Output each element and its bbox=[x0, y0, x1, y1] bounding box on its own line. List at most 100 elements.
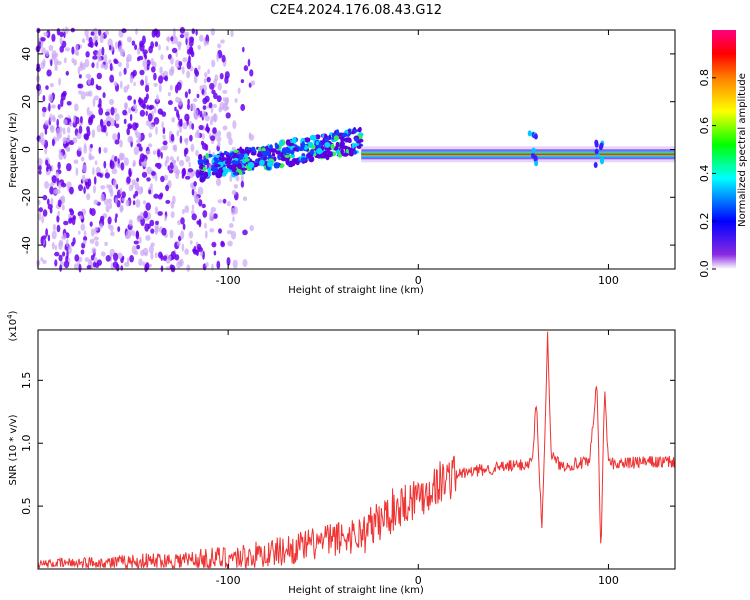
noise-speckle bbox=[83, 142, 87, 149]
noise-speckle bbox=[89, 221, 93, 227]
signal-blob bbox=[207, 167, 212, 173]
noise-speckle bbox=[93, 185, 96, 194]
noise-speckle bbox=[183, 148, 187, 157]
spectrogram-x-ticks: -100 0 100 bbox=[216, 30, 619, 287]
noise-speckle bbox=[74, 103, 79, 112]
noise-speckle bbox=[96, 124, 102, 133]
y-tick-label: 1.5 bbox=[20, 372, 33, 390]
noise-speckle bbox=[89, 207, 92, 215]
noise-speckle bbox=[40, 61, 46, 70]
noise-speckle bbox=[72, 215, 76, 221]
noise-speckle bbox=[118, 152, 124, 161]
noise-speckle bbox=[59, 264, 62, 272]
noise-speckle bbox=[210, 115, 214, 122]
noise-speckle bbox=[182, 122, 188, 130]
noise-speckle bbox=[144, 54, 148, 60]
noise-speckle bbox=[167, 165, 170, 171]
noise-speckle bbox=[66, 163, 72, 172]
signal-blob bbox=[281, 147, 288, 154]
noise-speckle bbox=[54, 244, 58, 251]
noise-speckle bbox=[54, 251, 60, 257]
signal-blob bbox=[264, 145, 269, 151]
noise-speckle bbox=[58, 254, 63, 262]
noise-speckle bbox=[108, 44, 112, 51]
noise-speckle bbox=[58, 241, 63, 250]
noise-speckle bbox=[137, 47, 141, 55]
noise-speckle bbox=[129, 75, 134, 84]
noise-speckle bbox=[200, 251, 204, 257]
noise-speckle bbox=[42, 259, 47, 264]
noise-speckle bbox=[41, 47, 46, 55]
noise-speckle bbox=[48, 93, 53, 103]
noise-speckle bbox=[164, 75, 169, 82]
noise-speckle bbox=[157, 108, 163, 115]
noise-speckle bbox=[66, 250, 69, 259]
noise-speckle bbox=[125, 230, 132, 239]
noise-speckle bbox=[177, 219, 181, 226]
noise-speckle bbox=[133, 81, 136, 87]
noise-speckle bbox=[170, 211, 175, 219]
noise-speckle bbox=[225, 96, 230, 104]
noise-speckle bbox=[42, 209, 48, 217]
noise-speckle bbox=[217, 199, 223, 204]
noise-speckle bbox=[106, 115, 112, 124]
signal-blob bbox=[228, 164, 235, 170]
noise-speckle bbox=[182, 57, 188, 63]
noise-speckle bbox=[216, 95, 222, 103]
signal-blob bbox=[353, 143, 360, 147]
noise-speckle bbox=[77, 146, 83, 152]
noise-speckle bbox=[51, 53, 55, 61]
noise-speckle bbox=[59, 45, 64, 53]
noise-speckle bbox=[191, 123, 195, 130]
noise-speckle bbox=[109, 160, 115, 170]
noise-speckle bbox=[169, 162, 174, 170]
noise-speckle bbox=[111, 168, 118, 175]
noise-speckle bbox=[107, 216, 112, 225]
noise-speckle bbox=[57, 199, 62, 208]
noise-speckle bbox=[117, 252, 123, 260]
noise-speckle bbox=[94, 240, 99, 247]
noise-speckle bbox=[75, 44, 79, 51]
noise-speckle bbox=[140, 79, 145, 86]
noise-speckle bbox=[209, 82, 215, 90]
noise-speckle bbox=[142, 261, 146, 267]
noise-speckle bbox=[114, 112, 120, 122]
noise-speckle bbox=[42, 106, 47, 113]
noise-speckle bbox=[42, 95, 46, 102]
noise-speckle bbox=[103, 147, 108, 154]
noise-speckle bbox=[90, 262, 94, 270]
noise-speckle bbox=[83, 230, 87, 237]
noise-speckle bbox=[83, 236, 88, 242]
noise-speckle bbox=[145, 234, 151, 241]
noise-speckle bbox=[148, 245, 154, 254]
signal-blob bbox=[344, 137, 352, 143]
noise-speckle bbox=[150, 252, 154, 260]
burst-blob bbox=[534, 160, 539, 167]
noise-speckle bbox=[114, 41, 119, 50]
signal-blob bbox=[315, 141, 319, 146]
noise-speckle bbox=[193, 74, 198, 84]
noise-speckle bbox=[160, 146, 166, 151]
noise-speckle bbox=[132, 103, 138, 110]
noise-speckle bbox=[78, 125, 83, 134]
colorbar-tick-label: 0.8 bbox=[698, 69, 711, 87]
noise-speckle bbox=[229, 174, 233, 183]
noise-speckle bbox=[178, 61, 183, 67]
snr-x-ticks: -100 0 100 bbox=[216, 330, 619, 587]
noise-speckle bbox=[86, 106, 91, 116]
noise-speckle bbox=[105, 255, 111, 262]
noise-speckle bbox=[120, 162, 125, 171]
noise-speckle bbox=[202, 97, 208, 105]
noise-speckle bbox=[188, 162, 191, 167]
noise-speckle bbox=[209, 228, 215, 233]
snr-background bbox=[38, 330, 675, 569]
noise-speckle bbox=[204, 230, 208, 239]
colorbar-tick-label: 0.2 bbox=[698, 212, 711, 230]
noise-speckle bbox=[139, 69, 145, 76]
noise-speckle bbox=[145, 84, 150, 93]
noise-speckle bbox=[145, 202, 151, 211]
noise-speckle bbox=[219, 73, 224, 80]
noise-speckle bbox=[242, 259, 248, 268]
noise-speckle bbox=[86, 126, 90, 132]
noise-speckle bbox=[93, 236, 99, 241]
